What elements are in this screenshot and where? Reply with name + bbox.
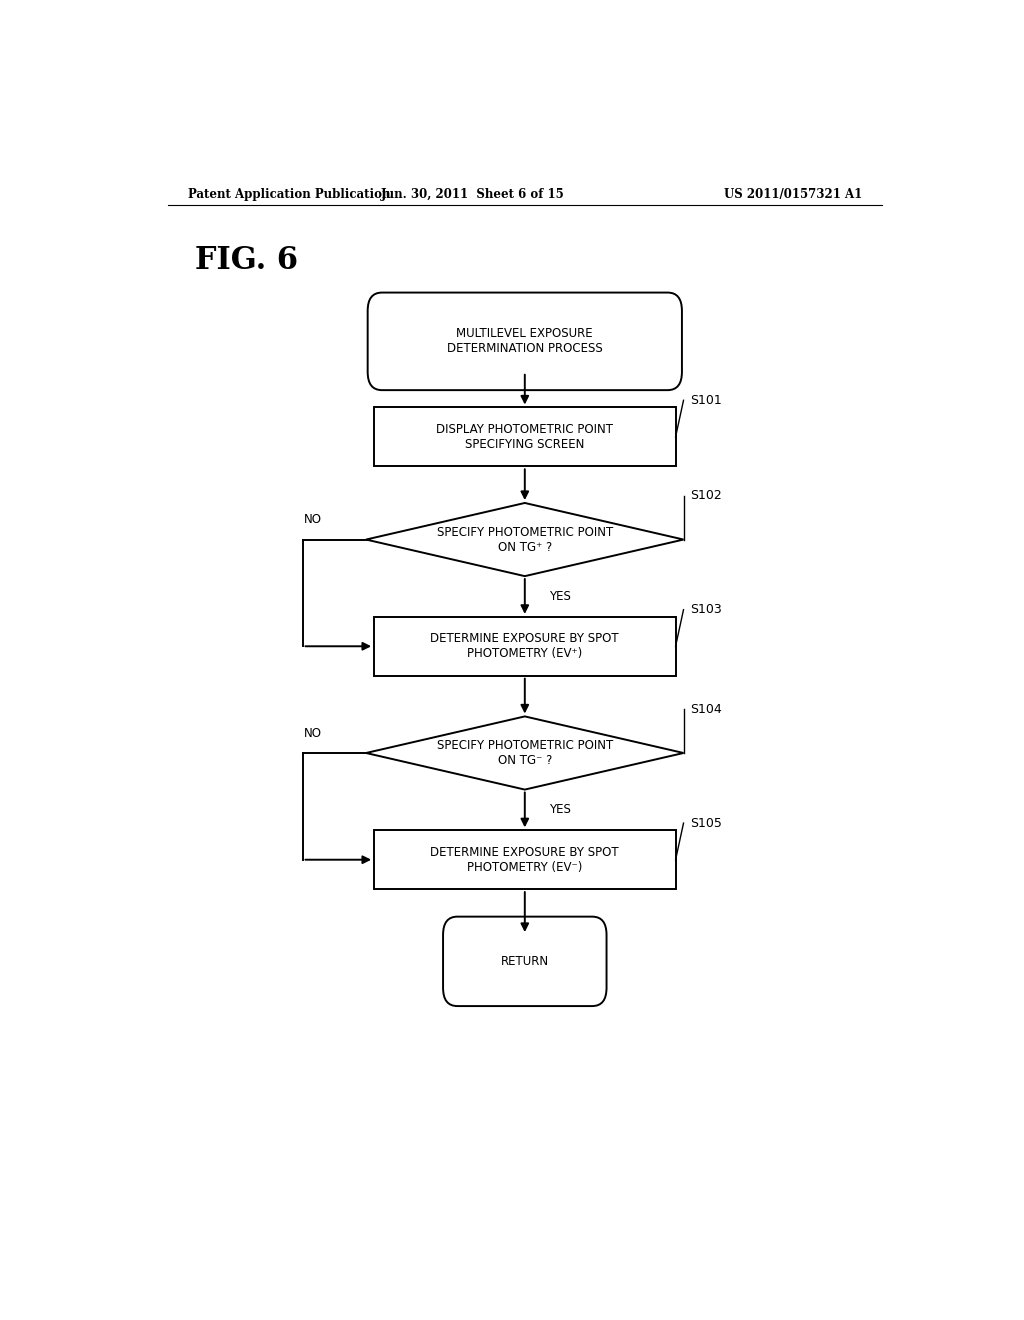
Text: DISPLAY PHOTOMETRIC POINT
SPECIFYING SCREEN: DISPLAY PHOTOMETRIC POINT SPECIFYING SCR… xyxy=(436,422,613,451)
Text: YES: YES xyxy=(549,804,570,816)
FancyBboxPatch shape xyxy=(443,916,606,1006)
Text: Patent Application Publication: Patent Application Publication xyxy=(187,189,390,202)
Text: S104: S104 xyxy=(690,702,722,715)
Polygon shape xyxy=(367,717,684,789)
Text: FIG. 6: FIG. 6 xyxy=(196,244,298,276)
Text: MULTILEVEL EXPOSURE
DETERMINATION PROCESS: MULTILEVEL EXPOSURE DETERMINATION PROCES… xyxy=(446,327,603,355)
Text: S101: S101 xyxy=(690,393,722,407)
Text: S102: S102 xyxy=(690,490,722,503)
Text: S105: S105 xyxy=(690,817,722,830)
Bar xyxy=(374,616,676,676)
FancyBboxPatch shape xyxy=(368,293,682,391)
Text: RETURN: RETURN xyxy=(501,954,549,968)
Text: Jun. 30, 2011  Sheet 6 of 15: Jun. 30, 2011 Sheet 6 of 15 xyxy=(381,189,565,202)
Text: DETERMINE EXPOSURE BY SPOT
PHOTOMETRY (EV⁺): DETERMINE EXPOSURE BY SPOT PHOTOMETRY (E… xyxy=(430,632,620,660)
Text: SPECIFY PHOTOMETRIC POINT
ON TG⁺ ?: SPECIFY PHOTOMETRIC POINT ON TG⁺ ? xyxy=(436,525,613,553)
Polygon shape xyxy=(367,503,684,576)
Bar xyxy=(374,830,676,890)
Text: S103: S103 xyxy=(690,603,722,616)
Text: NO: NO xyxy=(304,513,323,527)
Bar xyxy=(374,408,676,466)
Text: YES: YES xyxy=(549,590,570,603)
Text: DETERMINE EXPOSURE BY SPOT
PHOTOMETRY (EV⁻): DETERMINE EXPOSURE BY SPOT PHOTOMETRY (E… xyxy=(430,846,620,874)
Text: NO: NO xyxy=(304,727,323,739)
Text: SPECIFY PHOTOMETRIC POINT
ON TG⁻ ?: SPECIFY PHOTOMETRIC POINT ON TG⁻ ? xyxy=(436,739,613,767)
Text: US 2011/0157321 A1: US 2011/0157321 A1 xyxy=(724,189,862,202)
